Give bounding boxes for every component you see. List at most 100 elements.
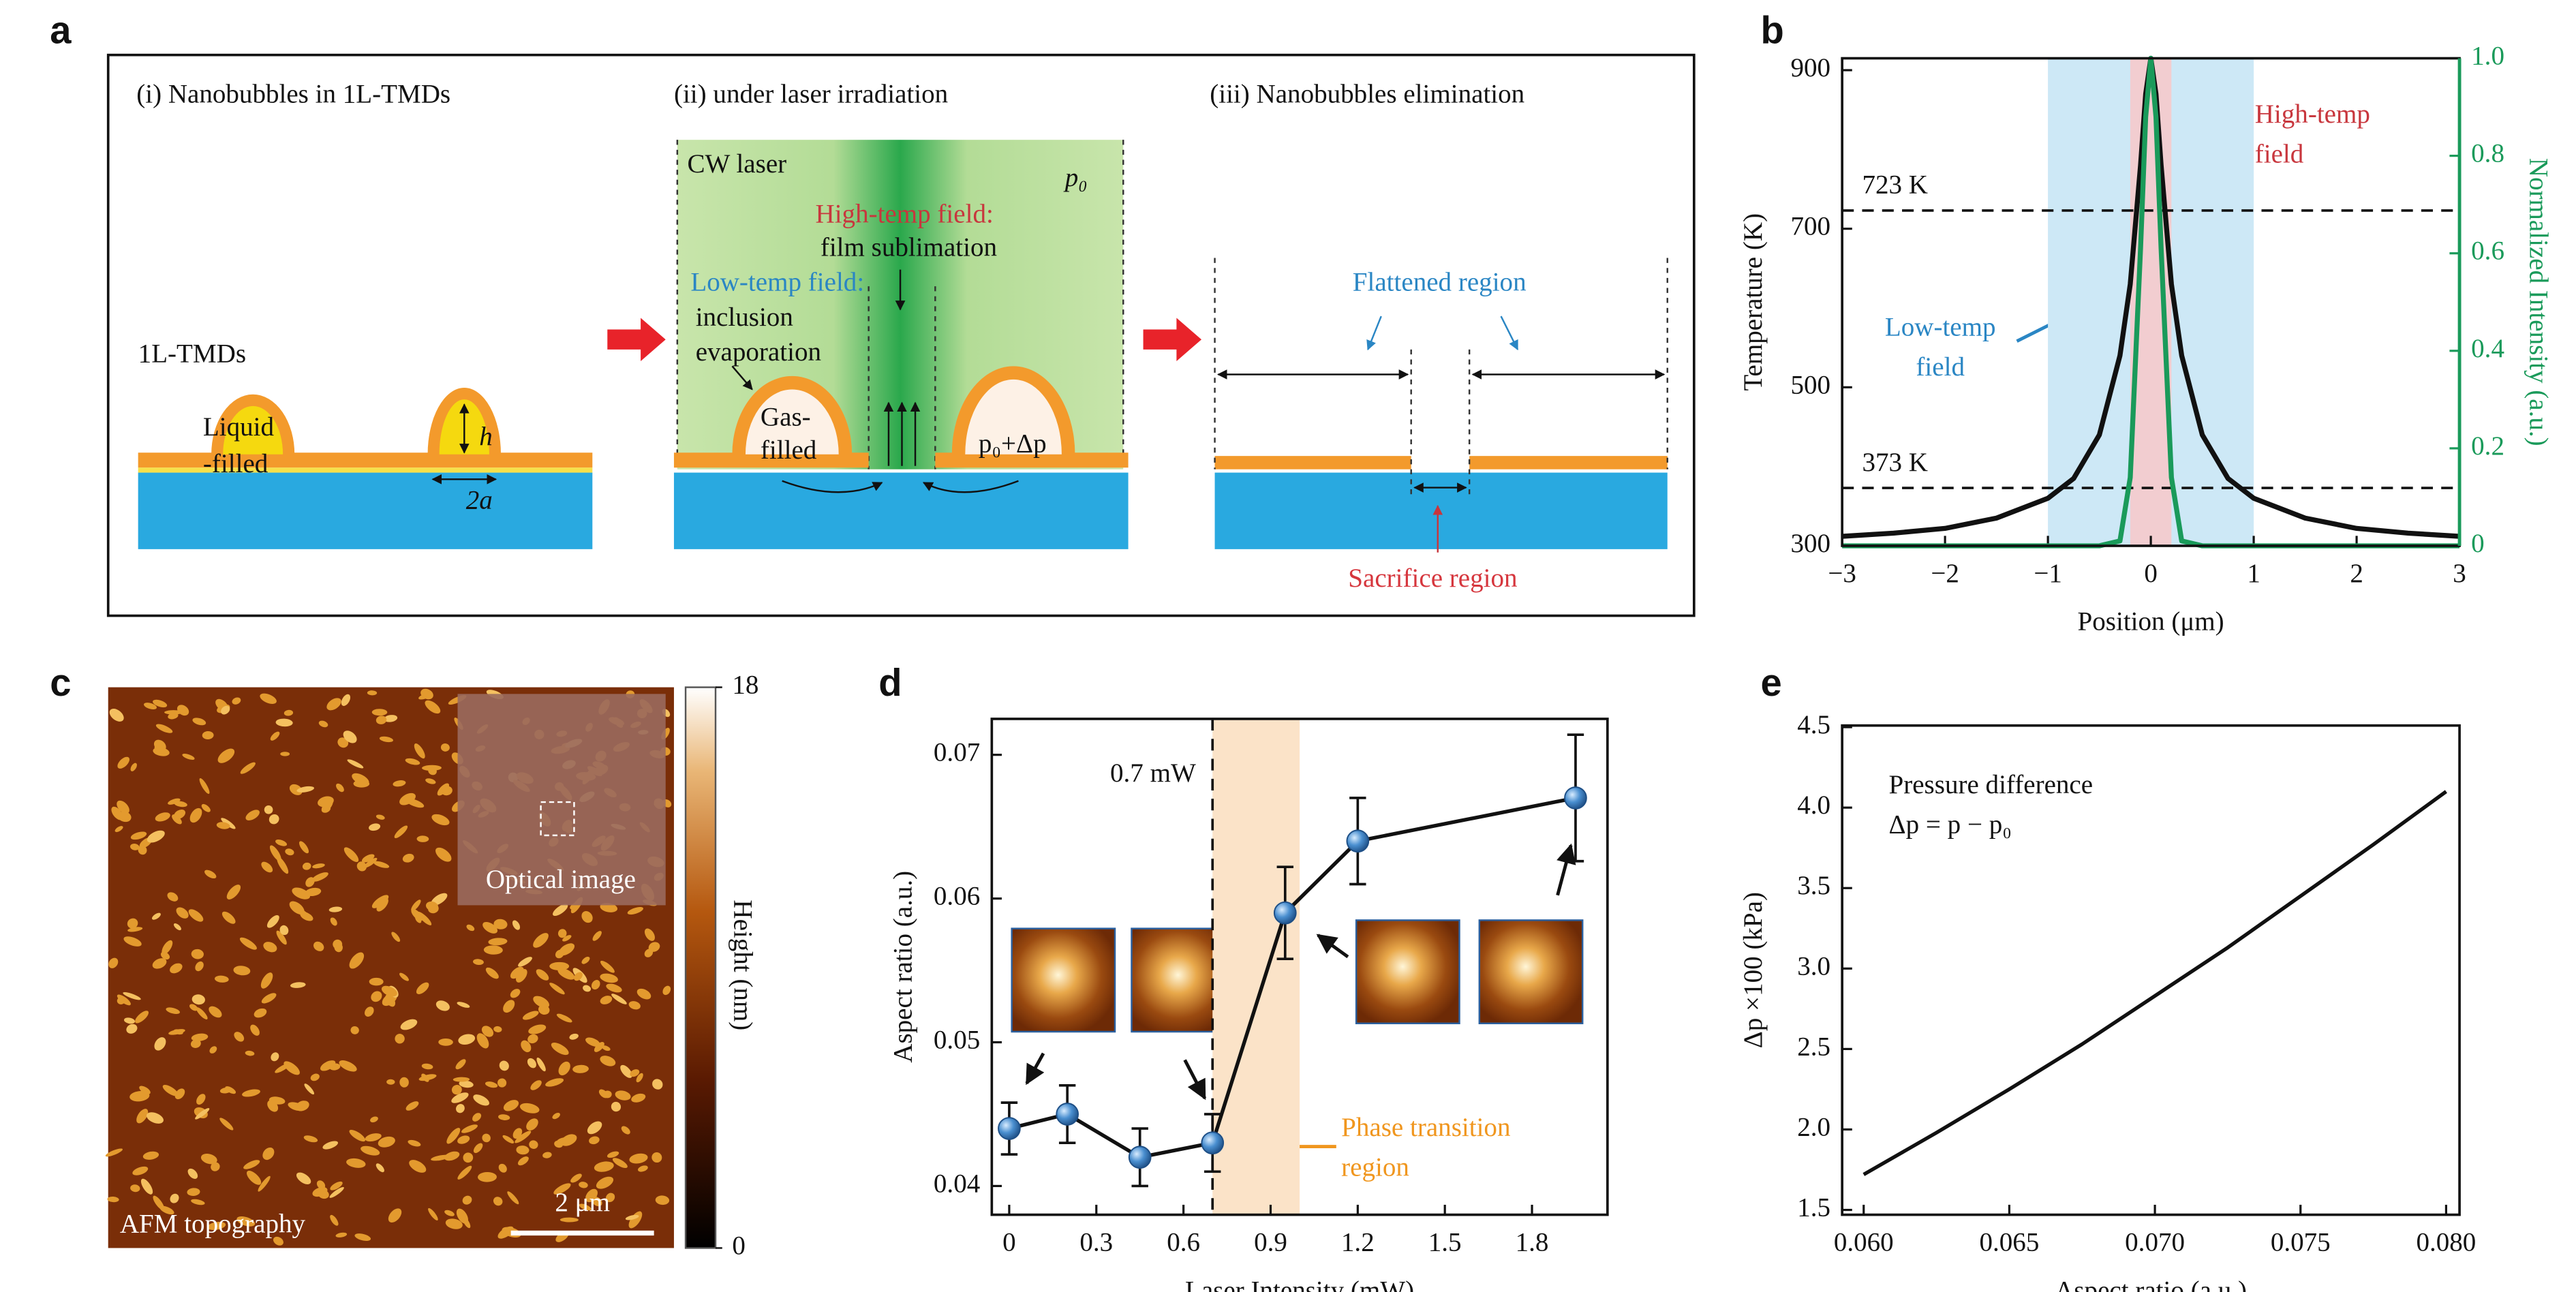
step-arrow	[1143, 318, 1202, 361]
afm-feature	[190, 1039, 201, 1048]
afm-feature	[519, 1103, 540, 1113]
afm-feature	[425, 778, 436, 784]
label: p₀+Δp	[979, 429, 1047, 458]
afm-feature	[605, 1193, 615, 1203]
afm-feature	[153, 739, 166, 752]
x-tick-label: 0	[2144, 559, 2158, 588]
afm-feature	[585, 1188, 598, 1203]
panel-letter: d	[878, 661, 902, 704]
afm-feature	[594, 1161, 614, 1172]
afm-feature	[153, 699, 168, 708]
afm-feature	[269, 845, 281, 861]
afm-feature	[476, 1033, 489, 1049]
x-tick-label: 1	[2247, 559, 2260, 588]
tmd-layer	[1214, 456, 1411, 470]
afm-feature	[591, 980, 600, 990]
afm-feature	[512, 920, 521, 930]
afm-feature	[481, 1026, 494, 1037]
afm-feature	[240, 762, 256, 774]
afm-feature	[456, 1104, 465, 1113]
afm-feature	[280, 752, 290, 756]
afm-feature	[493, 919, 508, 929]
afm-feature	[155, 724, 173, 733]
step-title: (iii) Nanobubbles elimination	[1210, 80, 1524, 109]
afm-feature	[354, 1233, 371, 1241]
y2-tick-label: 0.4	[2471, 334, 2504, 363]
afm-feature	[301, 910, 309, 920]
afm-feature	[263, 942, 277, 953]
afm-feature	[459, 1080, 474, 1088]
afm-feature	[271, 1052, 279, 1062]
afm-feature	[154, 1037, 166, 1051]
afm-feature	[473, 1094, 489, 1106]
afm-feature	[173, 923, 181, 931]
label: High-temp field:	[816, 199, 994, 228]
afm-feature	[472, 1113, 482, 1122]
afm-feature	[258, 1175, 271, 1192]
afm-feature	[196, 1094, 206, 1105]
afm-feature	[529, 1140, 538, 1149]
afm-feature	[209, 1006, 222, 1018]
afm-feature	[408, 1139, 421, 1147]
afm-feature	[370, 1116, 378, 1123]
afm-feature	[473, 1143, 483, 1154]
afm-feature	[168, 712, 179, 720]
afm-feature	[177, 705, 189, 716]
annotation: Phase transition	[1341, 1113, 1510, 1142]
afm-feature	[585, 1037, 600, 1047]
afm-feature	[620, 1064, 632, 1078]
afm-feature	[555, 949, 564, 959]
afm-feature	[155, 812, 170, 822]
afm-feature	[497, 1078, 507, 1088]
afm-feature	[168, 798, 181, 805]
afm-feature	[394, 825, 408, 839]
afm-feature	[283, 709, 294, 716]
afm-feature	[375, 716, 387, 724]
afm-feature	[215, 975, 229, 983]
afm-feature	[135, 1011, 149, 1024]
afm-feature	[290, 982, 306, 988]
afm-feature	[421, 1073, 429, 1082]
afm-features	[105, 688, 672, 1246]
afm-feature	[444, 1151, 460, 1161]
afm-feature	[569, 1033, 579, 1040]
afm-feature	[295, 1101, 309, 1111]
afm-feature	[536, 969, 549, 981]
afm-feature	[285, 848, 294, 856]
afm-feature	[189, 1004, 198, 1011]
afm-feature	[477, 1171, 497, 1182]
afm-feature	[393, 780, 406, 787]
afm-feature	[602, 1045, 611, 1051]
afm-feature	[365, 1133, 382, 1142]
afm-feature	[611, 994, 627, 1004]
afm-feature	[493, 1026, 502, 1032]
liquid-layer	[138, 467, 593, 473]
afm-feature	[138, 845, 147, 855]
afm-feature	[457, 1165, 472, 1180]
afm-feature	[264, 805, 273, 814]
afm-feature	[166, 1007, 180, 1014]
afm-feature	[438, 1038, 453, 1046]
panel-letter: c	[50, 661, 71, 704]
label: 2a	[466, 485, 493, 514]
afm-feature	[105, 1148, 123, 1157]
bubble-fill	[223, 405, 283, 455]
afm-feature	[556, 1013, 572, 1023]
afm-feature	[416, 982, 429, 994]
afm-feature	[655, 1195, 670, 1205]
x-tick-label: 1.5	[1428, 1228, 1462, 1257]
y-tick-label: 0.05	[934, 1025, 980, 1054]
afm-feature	[527, 1034, 538, 1044]
afm-feature	[130, 831, 147, 840]
tmd-layer	[1469, 456, 1668, 470]
afm-feature	[292, 887, 311, 899]
afm-feature	[572, 1064, 589, 1073]
afm-feature	[211, 1162, 220, 1171]
afm-feature	[226, 885, 241, 899]
annotation: Low-temp	[1885, 313, 1996, 342]
afm-feature	[320, 1060, 336, 1071]
label: Liquid	[203, 412, 275, 442]
inset-image	[1011, 927, 1116, 1033]
afm-feature	[352, 773, 369, 786]
afm-feature	[625, 1214, 639, 1220]
